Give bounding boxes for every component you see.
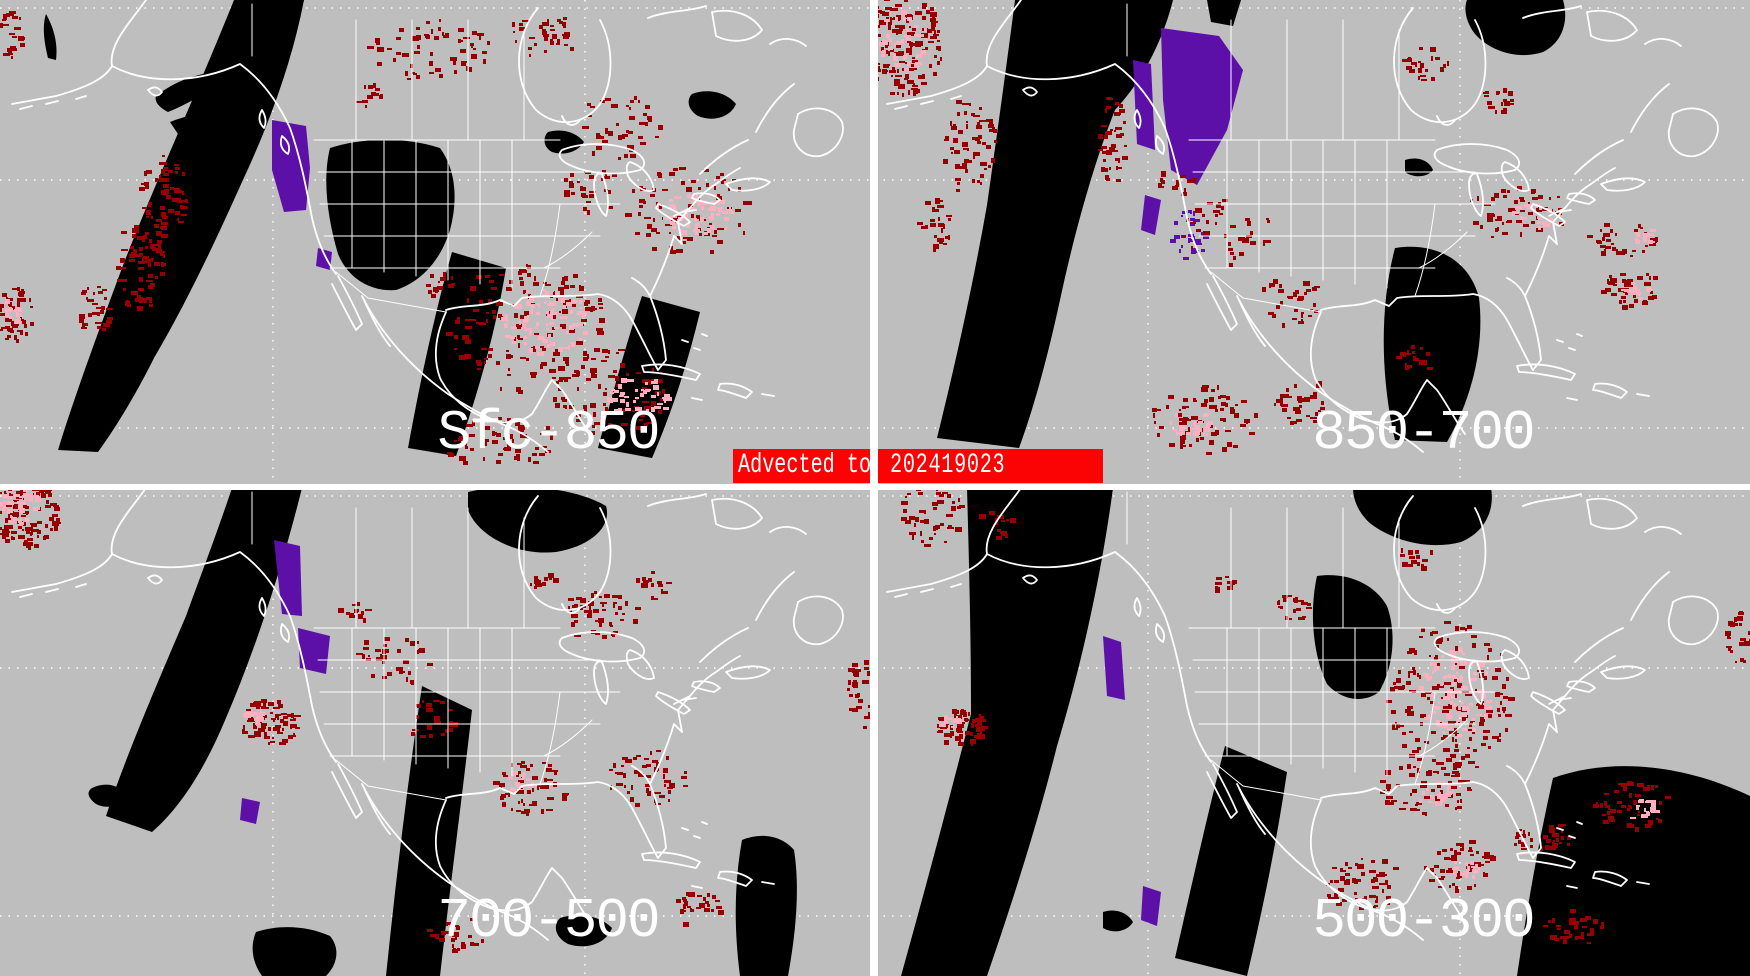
map-700-500: 700-500	[0, 488, 875, 976]
purple-moisture-regions	[1103, 636, 1161, 926]
panel-label: 850-700	[1312, 401, 1533, 465]
map-850-700: 850-700	[875, 0, 1750, 488]
map-sfc-850: Sfc-850	[0, 0, 875, 488]
scan-swaths	[43, 0, 736, 458]
panel-sfc-850: Sfc-850	[0, 0, 875, 488]
basemap-outlines	[886, 0, 1719, 453]
moisture-speckles	[0, 488, 874, 953]
scan-swaths	[88, 488, 797, 976]
panel-500-300: 500-300	[875, 488, 1750, 976]
latlon-gridlines	[0, 0, 875, 488]
basemap-outlines	[11, 0, 844, 453]
panel-label: 700-500	[437, 889, 658, 953]
latlon-gridlines	[0, 488, 875, 976]
panel-label: 500-300	[1312, 889, 1533, 953]
basemap-outlines	[886, 488, 1719, 941]
panel-700-500: 700-500	[0, 488, 875, 976]
basemap-outlines	[11, 488, 844, 941]
panel-label: Sfc-850	[437, 401, 658, 465]
panel-divider-vertical	[870, 0, 878, 976]
advected-time-banner: Advected to 202419023	[733, 449, 1103, 483]
banner-timestamp: 202419023	[890, 450, 1006, 481]
scan-swaths	[937, 0, 1566, 448]
moisture-speckles	[875, 0, 1658, 455]
moisture-speckles	[0, 11, 752, 465]
banner-label: Advected to	[738, 450, 872, 481]
panel-850-700: 850-700	[875, 0, 1750, 488]
scan-swaths	[901, 488, 1750, 976]
map-500-300: 500-300	[875, 488, 1750, 976]
